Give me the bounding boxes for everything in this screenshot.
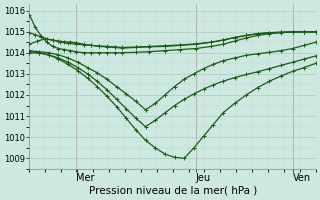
X-axis label: Pression niveau de la mer( hPa ): Pression niveau de la mer( hPa ) bbox=[89, 186, 257, 196]
